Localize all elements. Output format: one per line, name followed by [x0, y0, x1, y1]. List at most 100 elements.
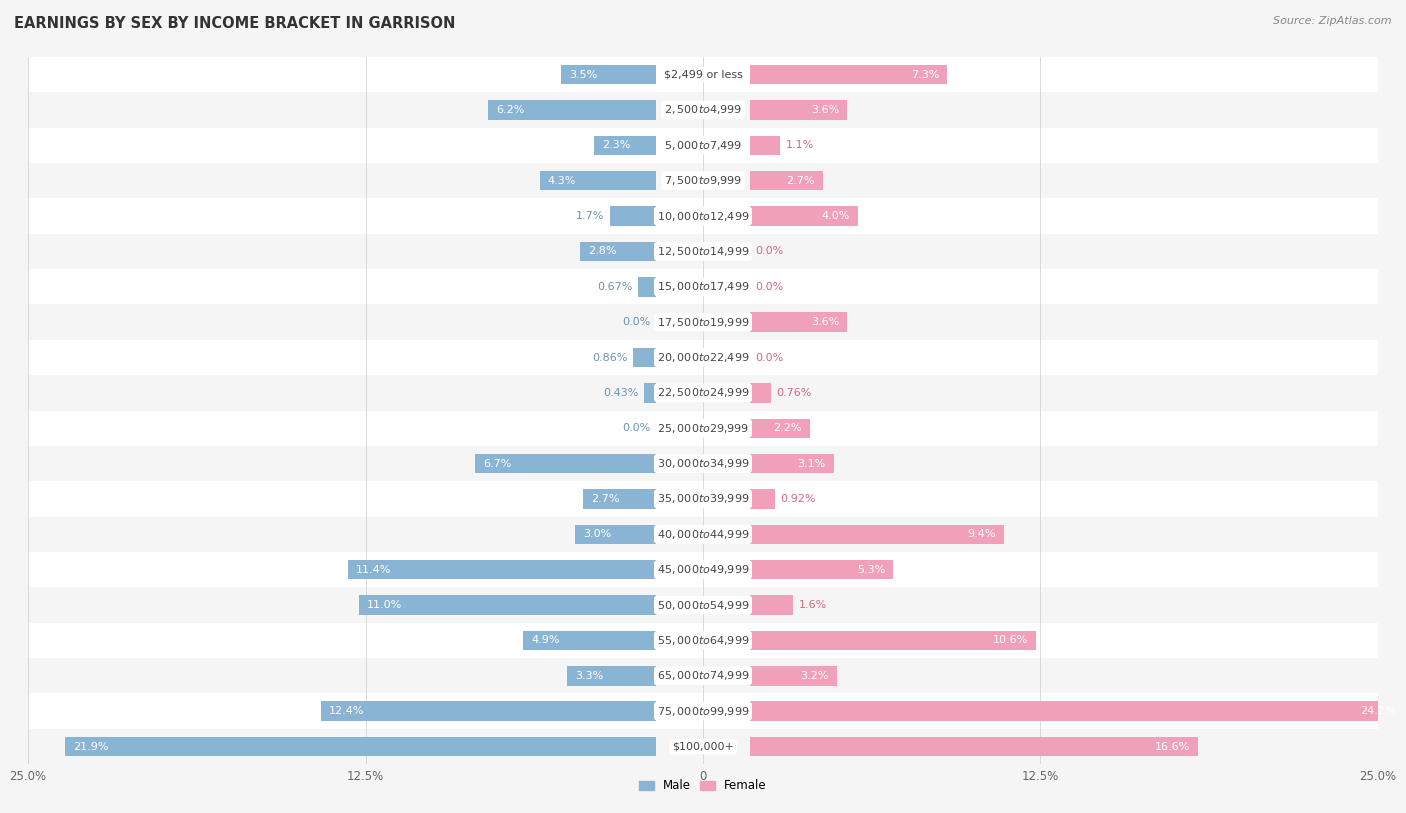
Text: 4.9%: 4.9%	[531, 636, 560, 646]
Bar	[321, 702, 655, 721]
Bar	[28, 587, 1378, 623]
Text: $22,500 to $24,999: $22,500 to $24,999	[657, 386, 749, 399]
Text: 1.7%: 1.7%	[576, 211, 605, 221]
Bar	[28, 163, 1378, 198]
Text: $75,000 to $99,999: $75,000 to $99,999	[657, 705, 749, 718]
Text: 3.1%: 3.1%	[797, 459, 825, 468]
Text: 3.6%: 3.6%	[811, 317, 839, 327]
Text: $65,000 to $74,999: $65,000 to $74,999	[657, 669, 749, 682]
Text: 7.3%: 7.3%	[911, 70, 939, 80]
Text: 0.0%: 0.0%	[755, 246, 785, 256]
Bar	[28, 729, 1378, 764]
Text: $5,000 to $7,499: $5,000 to $7,499	[664, 139, 742, 152]
Text: 0.43%: 0.43%	[603, 388, 638, 398]
Bar	[28, 693, 1378, 729]
Bar	[751, 171, 823, 190]
Text: 3.0%: 3.0%	[583, 529, 612, 539]
Bar	[359, 595, 655, 615]
Bar	[751, 100, 848, 120]
Bar	[28, 233, 1378, 269]
Text: 2.7%: 2.7%	[591, 494, 620, 504]
Bar	[638, 277, 655, 297]
Text: 1.1%: 1.1%	[786, 141, 814, 150]
Bar	[28, 623, 1378, 659]
Text: 11.0%: 11.0%	[367, 600, 402, 610]
Bar	[28, 198, 1378, 234]
Text: $20,000 to $22,499: $20,000 to $22,499	[657, 351, 749, 364]
Bar	[751, 631, 1036, 650]
Text: 0.0%: 0.0%	[755, 353, 785, 363]
Text: $17,500 to $19,999: $17,500 to $19,999	[657, 315, 749, 328]
Bar	[561, 65, 655, 85]
Bar	[28, 517, 1378, 552]
Text: 6.2%: 6.2%	[496, 105, 524, 115]
Text: 2.2%: 2.2%	[773, 424, 801, 433]
Bar	[28, 552, 1378, 587]
Text: $45,000 to $49,999: $45,000 to $49,999	[657, 563, 749, 576]
Text: $25,000 to $29,999: $25,000 to $29,999	[657, 422, 749, 435]
Text: 0.67%: 0.67%	[598, 282, 633, 292]
Text: 0.86%: 0.86%	[592, 353, 627, 363]
Bar	[28, 446, 1378, 481]
Text: 10.6%: 10.6%	[993, 636, 1028, 646]
Bar	[28, 128, 1378, 163]
Text: $50,000 to $54,999: $50,000 to $54,999	[657, 598, 749, 611]
Bar	[751, 454, 834, 473]
Text: $2,500 to $4,999: $2,500 to $4,999	[664, 103, 742, 116]
Bar	[488, 100, 655, 120]
Text: 0.92%: 0.92%	[780, 494, 815, 504]
Bar	[28, 304, 1378, 340]
Text: $40,000 to $44,999: $40,000 to $44,999	[657, 528, 749, 541]
Bar	[751, 524, 1004, 544]
Bar	[751, 65, 948, 85]
Text: $2,499 or less: $2,499 or less	[664, 70, 742, 80]
Bar	[28, 269, 1378, 304]
Bar	[28, 481, 1378, 517]
Text: 2.3%: 2.3%	[602, 141, 630, 150]
Text: $55,000 to $64,999: $55,000 to $64,999	[657, 634, 749, 647]
Text: 9.4%: 9.4%	[967, 529, 995, 539]
Bar	[583, 489, 655, 509]
Bar	[593, 136, 655, 155]
Bar	[28, 340, 1378, 375]
Bar	[644, 383, 655, 402]
Text: $15,000 to $17,499: $15,000 to $17,499	[657, 280, 749, 293]
Text: $30,000 to $34,999: $30,000 to $34,999	[657, 457, 749, 470]
Text: 1.6%: 1.6%	[799, 600, 827, 610]
Bar	[751, 383, 770, 402]
Bar	[633, 348, 655, 367]
Bar	[751, 595, 793, 615]
Text: $10,000 to $12,499: $10,000 to $12,499	[657, 210, 749, 223]
Bar	[523, 631, 655, 650]
Text: 3.5%: 3.5%	[569, 70, 598, 80]
Text: 4.3%: 4.3%	[548, 176, 576, 185]
Text: $35,000 to $39,999: $35,000 to $39,999	[657, 493, 749, 506]
Text: EARNINGS BY SEX BY INCOME BRACKET IN GARRISON: EARNINGS BY SEX BY INCOME BRACKET IN GAR…	[14, 16, 456, 31]
Text: 2.7%: 2.7%	[786, 176, 815, 185]
Text: 24.2%: 24.2%	[1360, 706, 1395, 716]
Bar	[567, 666, 655, 685]
Text: Source: ZipAtlas.com: Source: ZipAtlas.com	[1274, 16, 1392, 26]
Bar	[581, 241, 655, 261]
Bar	[575, 524, 655, 544]
Bar	[751, 207, 858, 226]
Legend: Male, Female: Male, Female	[634, 775, 772, 798]
Bar	[751, 489, 775, 509]
Text: $7,500 to $9,999: $7,500 to $9,999	[664, 174, 742, 187]
Text: 3.2%: 3.2%	[800, 671, 828, 680]
Bar	[751, 136, 780, 155]
Bar	[751, 702, 1403, 721]
Text: 0.0%: 0.0%	[621, 317, 651, 327]
Bar	[65, 737, 655, 756]
Text: 0.0%: 0.0%	[621, 424, 651, 433]
Text: 21.9%: 21.9%	[73, 741, 108, 751]
Text: 3.3%: 3.3%	[575, 671, 603, 680]
Text: 5.3%: 5.3%	[858, 565, 886, 575]
Bar	[28, 376, 1378, 411]
Bar	[751, 737, 1198, 756]
Text: 12.4%: 12.4%	[329, 706, 364, 716]
Bar	[349, 560, 655, 580]
Bar	[610, 207, 655, 226]
Text: 6.7%: 6.7%	[484, 459, 512, 468]
Bar	[28, 57, 1378, 92]
